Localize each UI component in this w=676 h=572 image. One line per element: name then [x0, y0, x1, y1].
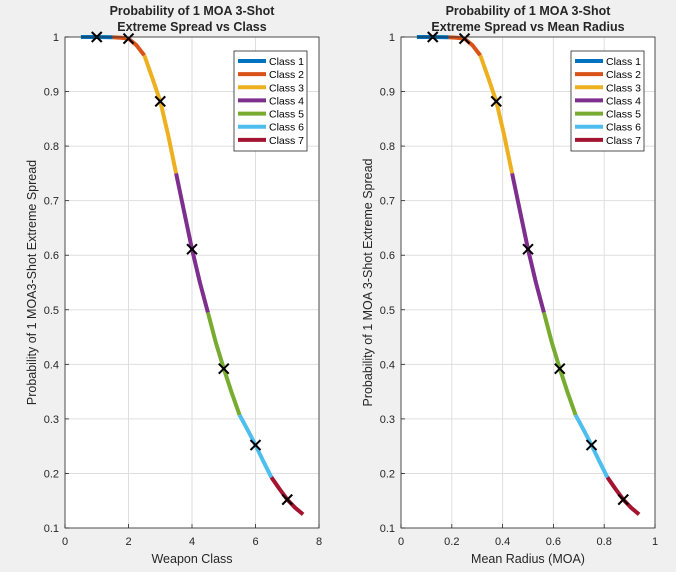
- y-tick-label: 0.1: [380, 523, 395, 535]
- y-tick-label: 0.8: [44, 141, 59, 153]
- x-axis-label: Mean Radius (MOA): [471, 552, 585, 566]
- legend-label: Class 7: [606, 135, 641, 147]
- x-tick-label: 8: [316, 536, 322, 548]
- x-tick-label: 1: [652, 536, 658, 548]
- y-tick-label: 0.1: [44, 523, 59, 535]
- y-tick-label: 0.5: [380, 305, 395, 317]
- marker-stroke: [122, 32, 135, 45]
- marker-stroke: [585, 439, 598, 451]
- legend-label: Class 6: [606, 122, 641, 134]
- data-marker: [458, 32, 471, 45]
- legend-label: Class 5: [269, 109, 304, 121]
- marker-stroke: [249, 439, 262, 451]
- y-tick-label: 0.9: [44, 87, 59, 99]
- y-tick-label: 0.4: [44, 359, 59, 371]
- legend-label: Class 2: [269, 69, 304, 81]
- marker-stroke: [617, 493, 629, 506]
- chart-1: 0 2 4 6 8 0.1 0.2 0.3 0.4 0.5 0.6 0.7 0.8 0.9 1 Probabi…: [25, 4, 322, 566]
- marker-stroke: [458, 32, 471, 45]
- x-tick-label: 0: [398, 536, 404, 548]
- y-tick-label: 0.8: [380, 141, 395, 153]
- data-marker: [218, 362, 230, 375]
- data-marker: [281, 493, 293, 506]
- legend-label: Class 4: [269, 95, 304, 107]
- chart-title-line-1: Probability of 1 MOA 3-Shot: [446, 4, 612, 18]
- axes-box: [400, 36, 656, 529]
- chart-title-line-2: Extreme Spread vs Class: [117, 20, 266, 34]
- x-tick-label: 0.8: [597, 536, 612, 548]
- y-tick-label: 1: [389, 32, 395, 44]
- data-marker: [186, 243, 198, 255]
- legend-label: Class 3: [606, 82, 641, 94]
- legend-label: Class 7: [269, 135, 304, 147]
- x-tick-label: 0.6: [546, 536, 561, 548]
- chart-title-line-1: Probability of 1 MOA 3-Shot: [110, 4, 276, 18]
- x-tick-label: 4: [189, 536, 195, 548]
- legend-label: Class 2: [606, 69, 641, 81]
- x-tick-label: 6: [252, 536, 258, 548]
- marker-stroke: [490, 95, 502, 108]
- y-tick-label: 0.4: [380, 359, 395, 371]
- legend-label: Class 1: [269, 56, 304, 68]
- x-tick-label: 0.2: [444, 536, 459, 548]
- y-axis-label: Probability of 1 MOA3-Shot Extreme Sprea…: [25, 160, 39, 405]
- marker-stroke: [154, 95, 166, 108]
- y-tick-label: 1: [53, 32, 59, 44]
- legend-label: Class 6: [269, 122, 304, 134]
- y-tick-label: 0.5: [44, 305, 59, 317]
- y-tick-label: 0.6: [44, 250, 59, 262]
- x-tick-label: 0: [62, 536, 68, 548]
- x-axis-label: Weapon Class: [151, 552, 232, 566]
- y-axis-label: Probability of 1 MOA 3-Shot Extreme Spre…: [361, 158, 375, 406]
- marker-stroke: [281, 493, 293, 506]
- legend-label: Class 4: [606, 95, 641, 107]
- y-tick-label: 0.6: [380, 250, 395, 262]
- y-tick-label: 0.7: [44, 196, 59, 208]
- data-marker: [585, 439, 598, 451]
- data-marker: [490, 95, 502, 108]
- legend-label: Class 5: [606, 109, 641, 121]
- marker-stroke: [554, 362, 566, 375]
- chart-title-line-2: Extreme Spread vs Mean Radius: [431, 20, 624, 34]
- data-marker: [154, 95, 166, 108]
- data-marker: [249, 439, 262, 451]
- marker-stroke: [522, 243, 534, 255]
- x-tick-label: 2: [125, 536, 131, 548]
- data-marker: [122, 32, 135, 45]
- chart-2: 0 0.2 0.4 0.6 0.8 1 0.1 0.2 0.3 0.4 0.5 0.6 0.7 0.8 0.…: [361, 4, 658, 566]
- y-tick-label: 0.3: [44, 414, 59, 426]
- marker-stroke: [218, 362, 230, 375]
- y-tick-label: 0.9: [380, 87, 395, 99]
- y-tick-label: 0.7: [380, 196, 395, 208]
- y-tick-label: 0.2: [44, 468, 59, 480]
- x-tick-label: 0.4: [495, 536, 510, 548]
- data-marker: [522, 243, 534, 255]
- legend-label: Class 1: [606, 56, 641, 68]
- y-tick-label: 0.2: [380, 468, 395, 480]
- marker-stroke: [186, 243, 198, 255]
- data-marker: [617, 493, 629, 506]
- legend-label: Class 3: [269, 82, 304, 94]
- data-marker: [554, 362, 566, 375]
- y-tick-label: 0.3: [380, 414, 395, 426]
